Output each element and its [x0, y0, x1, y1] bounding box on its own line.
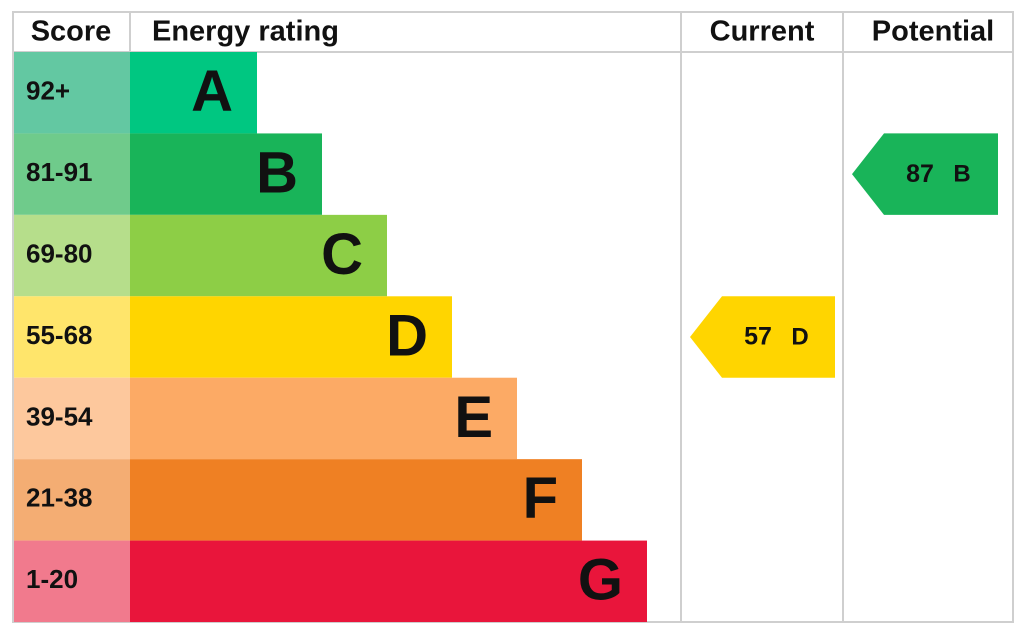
- rating-bar: [130, 133, 322, 215]
- current-arrow: [690, 296, 835, 378]
- current-value: 57: [744, 323, 772, 351]
- score-cell: [14, 214, 130, 297]
- rating-bar: [130, 540, 647, 623]
- rating-bar: [130, 214, 387, 297]
- potential-arrow: [852, 133, 998, 215]
- rating-bar: [130, 377, 517, 460]
- header-score: Score: [31, 16, 112, 48]
- rating-letter: D: [386, 303, 428, 368]
- potential-letter: B: [953, 160, 970, 187]
- rating-letter: C: [321, 222, 363, 287]
- score-label: 39-54: [26, 401, 93, 431]
- header-current: Current: [710, 16, 815, 48]
- score-label: 81-91: [26, 157, 93, 187]
- rating-letter: F: [523, 466, 558, 531]
- score-label: 1-20: [26, 564, 78, 594]
- header-potential: Potential: [872, 16, 994, 48]
- score-label: 69-80: [26, 238, 93, 268]
- potential-value: 87: [906, 160, 934, 188]
- score-cell: [14, 52, 130, 134]
- rating-bar: [130, 296, 452, 378]
- current-letter: D: [791, 323, 808, 350]
- score-label: 55-68: [26, 320, 93, 350]
- score-cell: [14, 377, 130, 460]
- score-cell: [14, 459, 130, 541]
- score-label: 92+: [26, 76, 70, 106]
- rating-letter: B: [256, 140, 298, 205]
- header-rating: Energy rating: [152, 16, 339, 48]
- score-cell: [14, 296, 130, 378]
- score-cell: [14, 133, 130, 215]
- score-label: 21-38: [26, 483, 93, 513]
- rating-letter: E: [454, 385, 493, 450]
- rating-bar: [130, 52, 257, 134]
- rating-bar: [130, 459, 582, 541]
- rating-letter: A: [191, 59, 233, 124]
- score-cell: [14, 540, 130, 623]
- rating-letter: G: [578, 548, 623, 613]
